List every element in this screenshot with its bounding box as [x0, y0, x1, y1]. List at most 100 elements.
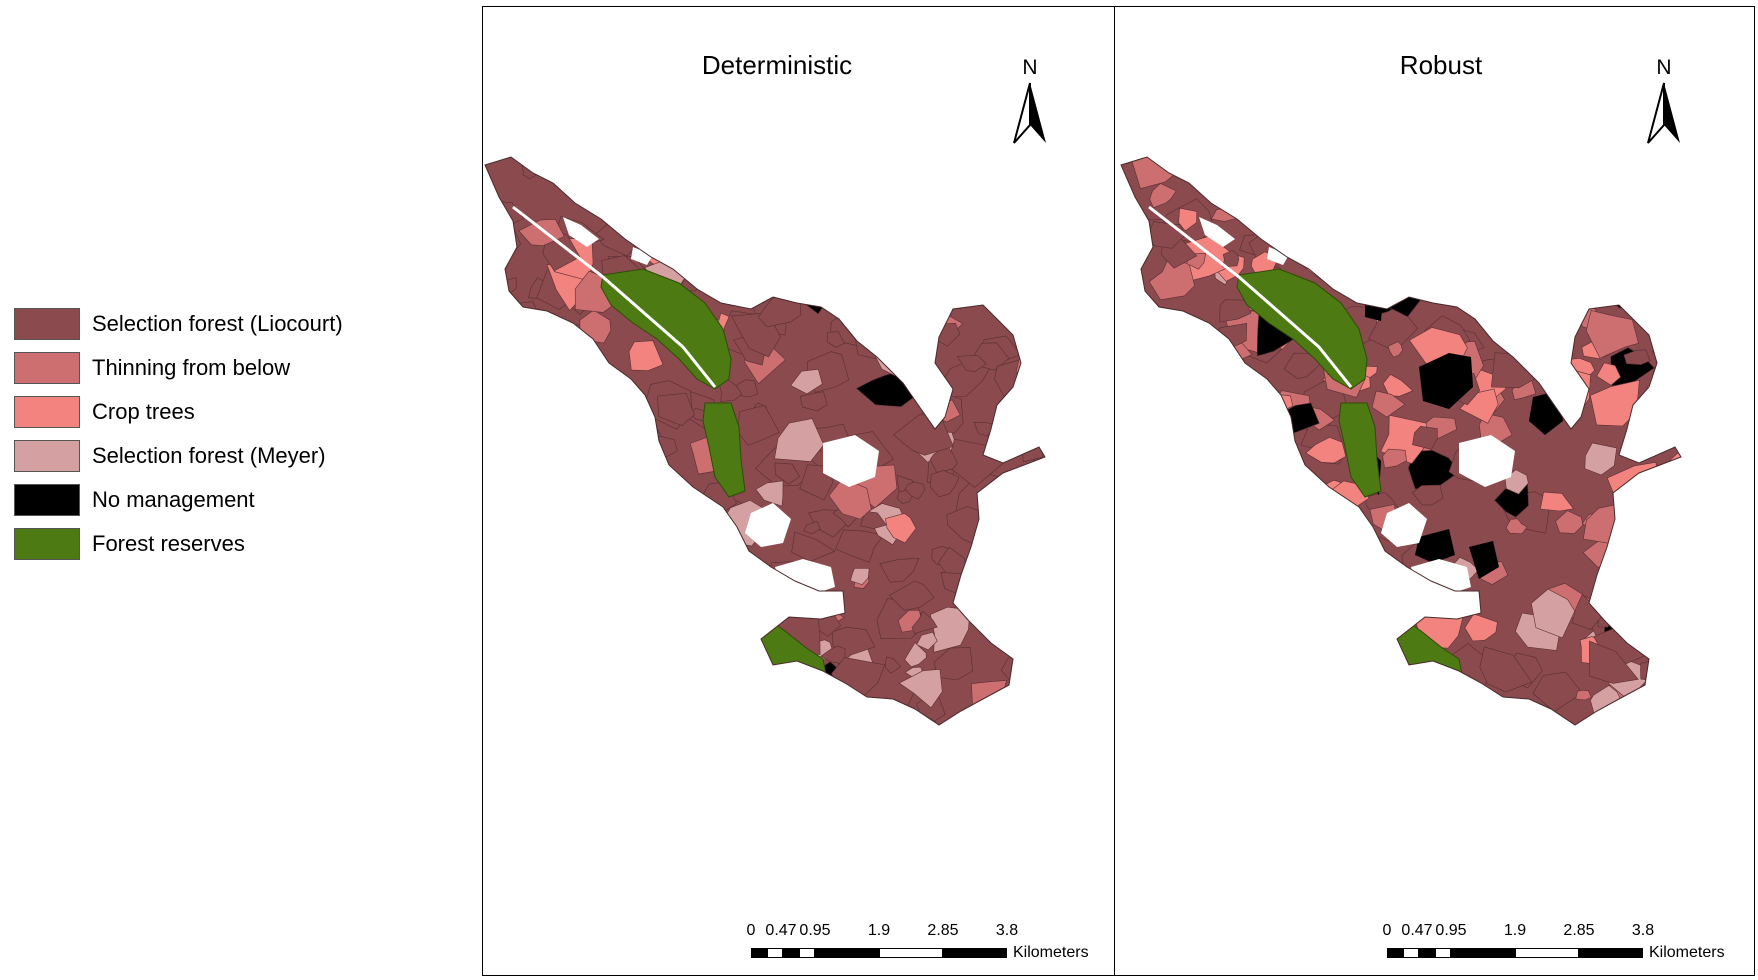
forest-stand	[943, 209, 991, 255]
scale-segment	[1387, 948, 1403, 958]
forest-stand	[1230, 657, 1246, 671]
map-gap	[1381, 503, 1427, 547]
forest-stand	[1166, 437, 1217, 477]
legend-item-crop-trees: Crop trees	[14, 396, 414, 440]
forest-stand	[486, 691, 509, 712]
forest-stand	[1619, 496, 1643, 512]
forest-stand	[1147, 615, 1195, 649]
forest-stand	[711, 243, 724, 259]
forest-stand	[1260, 685, 1275, 697]
forest-stand	[1012, 539, 1038, 554]
scale-segment	[815, 948, 879, 958]
forest-stand	[1043, 457, 1045, 474]
forest-stand	[721, 638, 747, 666]
forest-stand	[487, 450, 524, 476]
forest-stand	[1027, 641, 1045, 669]
scale-tick-label: 3.8	[995, 922, 1019, 939]
forest-stand	[1401, 262, 1438, 303]
forest-stand	[904, 642, 927, 668]
forest-stand	[1590, 268, 1631, 306]
forest-stand	[798, 601, 819, 617]
forest-stand	[1555, 510, 1584, 534]
forest-stand	[826, 331, 845, 348]
scale-tick-label: 1.9	[1503, 922, 1527, 939]
forest-stand	[1121, 686, 1148, 716]
north-label: N	[1022, 56, 1038, 79]
forest-stand	[1134, 354, 1190, 397]
forest-stand	[506, 710, 528, 725]
forest-stand	[846, 274, 909, 319]
map-panel-deterministic: Deterministic N 0 0.47 0.95 1.9 2.85 3.8…	[482, 6, 1115, 976]
forest-stand	[1585, 310, 1639, 359]
forest-stand	[563, 615, 582, 635]
forest-stand	[493, 416, 537, 453]
forest-stand	[1145, 720, 1160, 725]
scale-segment	[1419, 948, 1435, 958]
forest-stand	[1351, 682, 1397, 720]
map-gap	[631, 247, 653, 265]
forest-stand	[930, 202, 962, 228]
forest-stand	[1371, 220, 1413, 261]
forest-stand	[1298, 182, 1317, 197]
forest-stand	[860, 209, 879, 232]
forest-stand	[1032, 546, 1045, 560]
forest-stand	[1231, 557, 1298, 599]
forest-stand	[492, 630, 512, 644]
forest-stand	[1610, 545, 1666, 578]
forest-stand	[739, 240, 788, 285]
forest-stand	[885, 513, 917, 544]
forest-stand	[1479, 197, 1500, 212]
forest-stand	[1479, 646, 1533, 693]
map-gap	[1199, 217, 1235, 247]
forest-stand	[1180, 690, 1209, 711]
forest-stand	[1394, 713, 1412, 725]
forest-stand	[1253, 179, 1268, 195]
forest-stand	[502, 332, 527, 361]
forest-stand	[1359, 252, 1386, 272]
forest-stand	[983, 598, 1014, 621]
forest-stand	[1391, 193, 1448, 233]
forest-stand	[663, 672, 692, 692]
forest-stand	[823, 169, 858, 203]
forest-stand	[1246, 157, 1294, 191]
forest-stand	[850, 243, 887, 271]
forest-stand	[580, 701, 637, 725]
forest-stand	[1411, 579, 1433, 598]
forest-stand	[1207, 666, 1240, 699]
forest-stand	[779, 229, 795, 243]
forest-stand	[884, 331, 928, 365]
forest-stand	[909, 293, 934, 313]
forest-stand	[533, 389, 562, 420]
forest-stand	[723, 691, 776, 725]
north-arrow: N	[1644, 57, 1684, 147]
forest-stand	[1252, 392, 1294, 416]
forest-stand	[602, 635, 656, 670]
forest-stand	[532, 635, 566, 675]
forest-stand	[925, 219, 945, 234]
legend-swatch	[14, 352, 80, 384]
forest-stand	[1412, 425, 1438, 450]
forest-stand	[506, 604, 553, 638]
forest-stand	[930, 470, 960, 498]
forest-stand	[1183, 593, 1240, 634]
forest-stand	[933, 647, 974, 681]
forest-stand	[1429, 679, 1475, 720]
forest-stand	[1507, 203, 1543, 230]
scale-tick-label: 0.95	[1435, 922, 1467, 939]
forest-stand	[1031, 283, 1045, 298]
forest-stand	[1316, 227, 1368, 267]
forest-stand	[1164, 457, 1177, 472]
forest-stand	[1234, 663, 1275, 707]
forest-stand	[599, 700, 643, 725]
forest-stand	[1034, 675, 1045, 695]
scale-bar: 0 0.47 0.95 1.9 2.85 3.8 Kilometers	[1383, 922, 1747, 962]
forest-stand	[590, 502, 635, 546]
forest-stand	[1339, 199, 1360, 223]
map-panel-robust: Robust N 0 0.47 0.95 1.9 2.85 3.8 Kilome…	[1115, 6, 1755, 976]
forest-stand	[1647, 264, 1669, 283]
forest-stand	[1128, 599, 1144, 612]
legend-swatch	[14, 528, 80, 560]
forest-stand	[820, 247, 874, 278]
forest-stand	[539, 581, 584, 609]
scale-tick-label: 3.8	[1631, 922, 1655, 939]
